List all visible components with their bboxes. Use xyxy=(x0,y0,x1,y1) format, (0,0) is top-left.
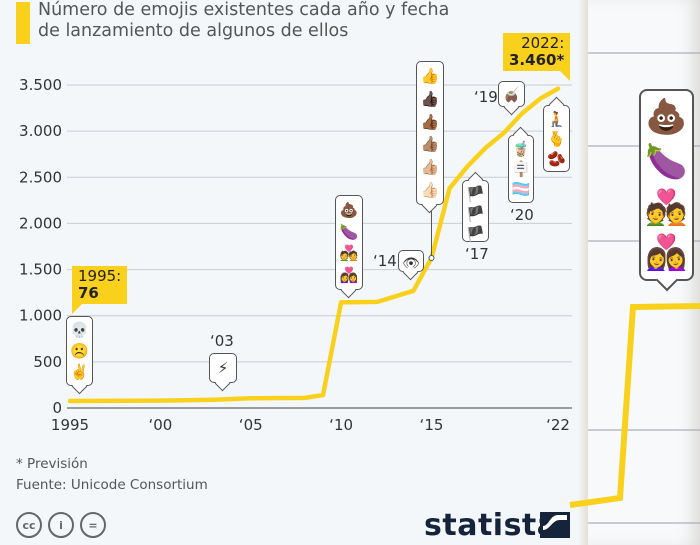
thumbs-up-emoji-icon: 👍 xyxy=(420,67,440,86)
callout-1995: 1995: 76 xyxy=(72,266,128,314)
data-point-2015 xyxy=(428,255,435,262)
title-accent-bar xyxy=(16,2,30,44)
y-tick-label: 3.500 xyxy=(19,76,62,94)
x-tick-label: 1995 xyxy=(51,416,89,434)
mate-emoji-icon: 🧉 xyxy=(502,86,521,104)
emoji-box-2022: 🧎 🫰 🫘 xyxy=(543,105,570,172)
bg-series-line xyxy=(569,303,700,508)
hand-heart-fingers-emoji-icon: 🫰 xyxy=(547,130,566,148)
england-flag-icon: 🏴 xyxy=(466,185,485,203)
couple-with-heart-emoji-icon: 💑 xyxy=(339,244,359,263)
year-label-03: ‘03 xyxy=(210,332,234,350)
background-emoji-box: 💩 🍆 💑 👩‍❤️‍👩 xyxy=(639,89,694,281)
year-label-20: ‘20 xyxy=(510,206,534,224)
bg-eggplant-emoji-icon: 🍆 xyxy=(645,142,688,183)
year-label-14: ‘14 xyxy=(373,252,397,270)
source-note: Fuente: Unicode Consortium xyxy=(16,477,208,493)
emoji-box-1995: 💀 ☹️ ✌️ xyxy=(66,316,93,386)
chart-title: Número de emojis existentes cada año y f… xyxy=(38,0,478,42)
forecast-note: * Previsión xyxy=(16,456,88,472)
y-axis-ticks: 0 500 1.000 1.500 2.000 2.500 3.000 3.500 xyxy=(19,76,62,417)
year-label-17: ‘17 xyxy=(465,245,489,263)
y-tick-label: 0 xyxy=(52,399,62,417)
emoji-box-2015: 👍 👍🏿 👍🏾 👍🏽 👍🏼 👍🏻 xyxy=(416,61,444,205)
series-line xyxy=(67,86,561,404)
poop-emoji-icon: 💩 xyxy=(339,200,359,219)
placard-emoji-icon: 🪧 xyxy=(511,160,531,178)
frowning-face-emoji-icon: ☹️ xyxy=(70,341,89,360)
eye-emoji-icon: 👁 xyxy=(402,256,420,272)
year-label-19: ‘19 xyxy=(474,88,498,106)
y-tick-label: 2.500 xyxy=(19,168,62,186)
lightning-emoji-icon: ⚡ xyxy=(217,359,229,377)
series-group xyxy=(67,86,561,404)
callout-2022: 2022: 3.460* xyxy=(503,33,571,81)
kneeling-person-emoji-icon: 🧎 xyxy=(547,110,566,128)
callout-2022-value: 3.460* xyxy=(509,51,565,69)
bg-couple-women-emoji-icon: 👩‍❤️‍👩 xyxy=(645,233,688,274)
skull-emoji-icon: 💀 xyxy=(70,321,89,340)
transgender-flag-icon: 🏳️‍⚧️ xyxy=(511,180,531,198)
emoji-box-2010: 💩 🍆 💑 👩‍❤️‍👩 xyxy=(335,195,363,290)
y-tick-label: 3.000 xyxy=(19,122,62,140)
bg-poop-emoji-icon: 💩 xyxy=(645,96,688,137)
thumbs-up-light-emoji-icon: 👍🏻 xyxy=(420,180,440,199)
emoji-box-2017: 🏴 🏴 🏴 xyxy=(462,180,489,243)
x-axis-ticks: 1995 ‘00 ‘05 ‘10 ‘15 ‘22 xyxy=(51,416,570,434)
thumbs-up-medium-light-emoji-icon: 👍🏼 xyxy=(420,157,440,176)
thumbs-up-medium-dark-emoji-icon: 👍🏾 xyxy=(420,112,440,131)
scotland-flag-icon: 🏴 xyxy=(466,225,485,243)
victory-hand-emoji-icon: ✌️ xyxy=(70,362,89,381)
wales-flag-icon: 🏴 xyxy=(466,205,485,223)
grid-lines xyxy=(67,84,572,409)
x-tick-label: ‘22 xyxy=(546,416,570,434)
couple-women-heart-emoji-icon: 👩‍❤️‍👩 xyxy=(339,266,359,285)
callout-1995-year: 1995: xyxy=(78,267,122,285)
callout-1995-value: 76 xyxy=(78,284,99,302)
bubble-tea-emoji-icon: 🧋 xyxy=(511,140,531,158)
emoji-box-2019: 🧉 xyxy=(498,81,525,107)
y-tick-label: 2.000 xyxy=(19,214,62,232)
y-tick-label: 500 xyxy=(33,353,62,371)
bg-couple-heart-emoji-icon: 💑 xyxy=(645,187,688,228)
x-tick-label: ‘05 xyxy=(239,416,263,434)
x-tick-label: ‘00 xyxy=(148,416,172,434)
callout-2022-year: 2022: xyxy=(521,34,565,52)
y-tick-label: 1.000 xyxy=(19,307,62,325)
no-derivatives-icon[interactable]: = xyxy=(80,512,106,538)
statista-logo[interactable]: statista xyxy=(424,508,558,543)
beans-emoji-icon: 🫘 xyxy=(547,150,566,168)
emoji-box-2020: 🧋 🪧 🏳️‍⚧️ xyxy=(508,135,534,203)
statista-logo-mark-icon xyxy=(540,512,570,538)
y-tick-label: 1.500 xyxy=(19,261,62,279)
title-line-1: Número de emojis existentes cada año y f… xyxy=(38,0,450,20)
eggplant-emoji-icon: 🍆 xyxy=(339,222,359,241)
emoji-box-2003: ⚡ xyxy=(209,353,237,383)
thumbs-up-dark-emoji-icon: 👍🏿 xyxy=(420,89,440,108)
license-icons: cc i = xyxy=(16,512,106,538)
attribution-icon[interactable]: i xyxy=(48,512,74,538)
cc-icon[interactable]: cc xyxy=(16,512,42,538)
thumbs-up-medium-emoji-icon: 👍🏽 xyxy=(420,135,440,154)
x-tick-label: ‘10 xyxy=(329,416,353,434)
emoji-box-2014: 👁 xyxy=(398,250,424,272)
title-line-2: de lanzamiento de algunos de ellos xyxy=(38,21,349,41)
x-tick-label: ‘15 xyxy=(420,416,444,434)
